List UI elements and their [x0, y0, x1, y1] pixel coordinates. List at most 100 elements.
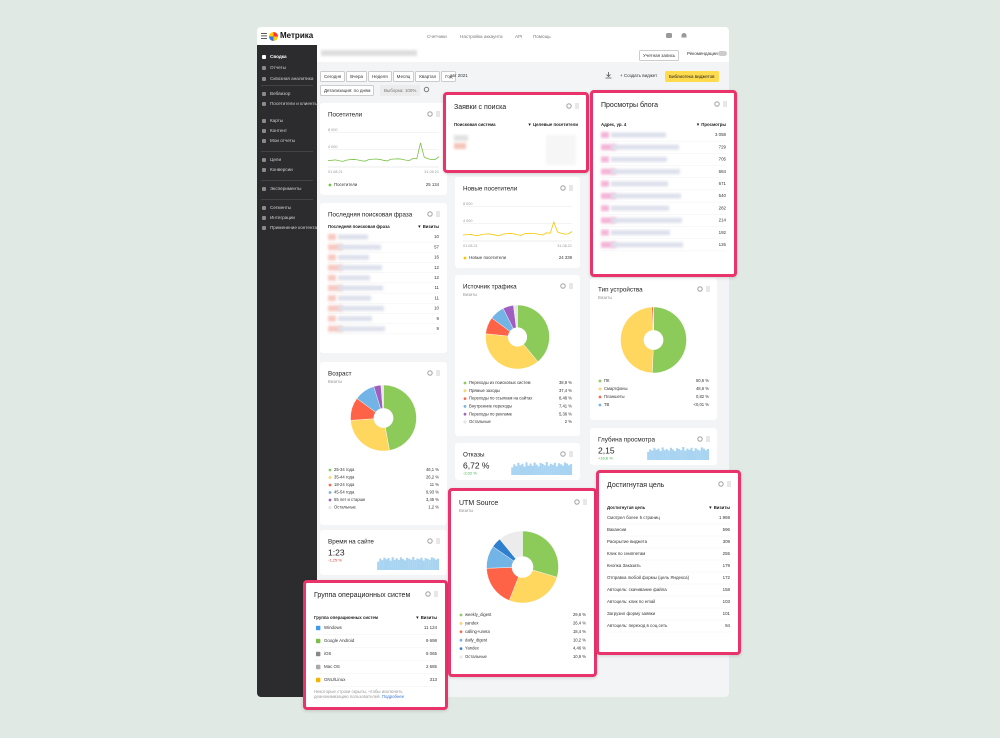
sidebar-item[interactable]: Сводка: [270, 54, 287, 59]
drag-handle-dot: [434, 593, 436, 595]
settings-icon[interactable]: [560, 283, 566, 289]
column-header: ▼ Визиты: [417, 224, 439, 229]
widget: Группа операционных систем Группа операци…: [303, 580, 448, 710]
sample-select[interactable]: Выборка: 100%: [380, 85, 421, 96]
settings-icon[interactable]: [425, 591, 431, 597]
settings-icon[interactable]: [427, 111, 433, 117]
blurred-label: [338, 295, 371, 301]
drag-handle-dot: [569, 285, 571, 287]
widget-title: UTM Source: [459, 500, 498, 507]
sidebar-item[interactable]: Сквозная аналитика: [270, 76, 314, 81]
blurred-label: [611, 169, 680, 175]
row-value: 282: [719, 205, 727, 210]
nav-link[interactable]: API: [515, 33, 523, 39]
settings-icon[interactable]: [566, 103, 572, 109]
drag-handle-dot: [571, 189, 573, 191]
period-button[interactable]: Год: [441, 71, 457, 82]
settings-icon[interactable]: [560, 451, 566, 457]
pie-slice: [620, 306, 654, 374]
period-button[interactable]: Месяц: [392, 71, 415, 82]
settings-icon[interactable]: [697, 286, 703, 292]
period-button[interactable]: Сегодня: [320, 71, 346, 82]
blurred-row: [454, 143, 466, 149]
spark-bar: [408, 558, 411, 570]
row-value: 10: [434, 234, 439, 239]
row-value: 158: [723, 587, 731, 592]
settings-icon[interactable]: [427, 211, 433, 217]
sidebar-item[interactable]: Конверсии: [270, 167, 293, 172]
blurred-label: [601, 168, 616, 175]
sidebar-item[interactable]: Вебвизор: [270, 91, 291, 96]
period-button[interactable]: Квартал: [415, 71, 441, 82]
settings-icon[interactable]: [423, 86, 430, 93]
drag-handle-dot: [569, 451, 571, 453]
drag-handle-dot: [569, 287, 571, 289]
blurred-label: [338, 326, 385, 332]
widget-title: Последняя поисковая фраза: [328, 212, 413, 219]
legend-label: daily_digest: [465, 637, 488, 642]
spark-bar: [385, 559, 388, 570]
create-widget[interactable]: + Создать виджет: [620, 73, 658, 78]
drag-handle-dot: [438, 111, 440, 113]
sidebar-item[interactable]: Цели: [270, 157, 282, 162]
sidebar-item[interactable]: Отчеты: [270, 65, 286, 70]
settings-icon[interactable]: [718, 481, 724, 487]
spark-bar: [533, 462, 536, 475]
nav-link[interactable]: Помощь: [533, 33, 551, 39]
settings-icon[interactable]: [560, 185, 566, 191]
header-icons[interactable]: [665, 31, 695, 41]
table-note: Некоторые строки скрыты, чтобы исключить…: [314, 689, 437, 699]
menu-icon[interactable]: [261, 33, 269, 39]
legend-value: 4,46 %: [573, 646, 586, 651]
note-link[interactable]: Подробнее: [381, 694, 405, 700]
pie-slice: [652, 306, 687, 374]
settings-icon[interactable]: [427, 370, 433, 376]
drag-handle-dot: [434, 591, 436, 593]
drag-handle-dot: [438, 372, 440, 374]
settings-icon[interactable]: [427, 538, 433, 544]
settings-icon[interactable]: [714, 101, 720, 107]
blurred-label: [338, 275, 370, 281]
period-button[interactable]: Неделя: [367, 71, 392, 82]
download-icon[interactable]: [605, 72, 612, 79]
drag-handle-dot: [725, 103, 727, 105]
sidebar-item[interactable]: Интеграции: [270, 215, 295, 220]
spark-bar: [551, 464, 554, 475]
sidebar-item[interactable]: Эксперименты: [270, 186, 302, 191]
drag-handle-dot: [436, 211, 438, 213]
sidebar-icon: [262, 54, 266, 59]
legend-swatch: [459, 647, 463, 651]
widget-title: Время на сайте: [328, 538, 374, 546]
drag-handle-dot: [436, 374, 438, 376]
sidebar-item[interactable]: Применение контента: [270, 225, 318, 230]
account-button[interactable]: Учетная запись: [639, 49, 680, 61]
nav-link[interactable]: Счетчики: [427, 33, 447, 39]
legend-swatch: [463, 389, 467, 393]
widget-canvas: Достигнутая цель Достигнутая цель ▼ Визиты…: [607, 481, 731, 633]
recommendations-label: Рекомендации: [687, 51, 718, 56]
sidebar-item[interactable]: Карты: [270, 118, 284, 123]
drag-handle-dot: [725, 101, 727, 103]
widget-library[interactable]: Библиотека виджетов: [665, 71, 719, 82]
logo-icon: [269, 31, 278, 41]
sidebar-item[interactable]: Сегменты: [270, 205, 292, 210]
drag-handle-dot: [583, 501, 585, 503]
spark-bar: [543, 465, 546, 475]
legend-label: Планшеты: [604, 394, 625, 399]
period-button[interactable]: Вчера: [346, 71, 367, 82]
sidebar-item[interactable]: Посетители и клиенты: [270, 101, 318, 106]
nav-link[interactable]: Настройка аккаунта: [460, 33, 503, 39]
legend-value: 11 %: [430, 482, 440, 487]
sidebar-item[interactable]: Мои отчеты: [270, 138, 296, 143]
sidebar-item[interactable]: Контент: [270, 128, 288, 133]
spark-bar: [563, 462, 567, 475]
date-picker[interactable]: авг 2021: [450, 73, 468, 78]
recommendations-toggle[interactable]: [718, 50, 727, 56]
settings-icon[interactable]: [574, 499, 580, 505]
blurred-label: [601, 205, 609, 212]
settings-icon[interactable]: [697, 436, 703, 442]
detail-select[interactable]: Детализация: по дням: [320, 85, 375, 96]
widget: Глубина просмотра 2,15 +16,6 %: [590, 428, 717, 465]
row-value: 126: [719, 242, 727, 247]
